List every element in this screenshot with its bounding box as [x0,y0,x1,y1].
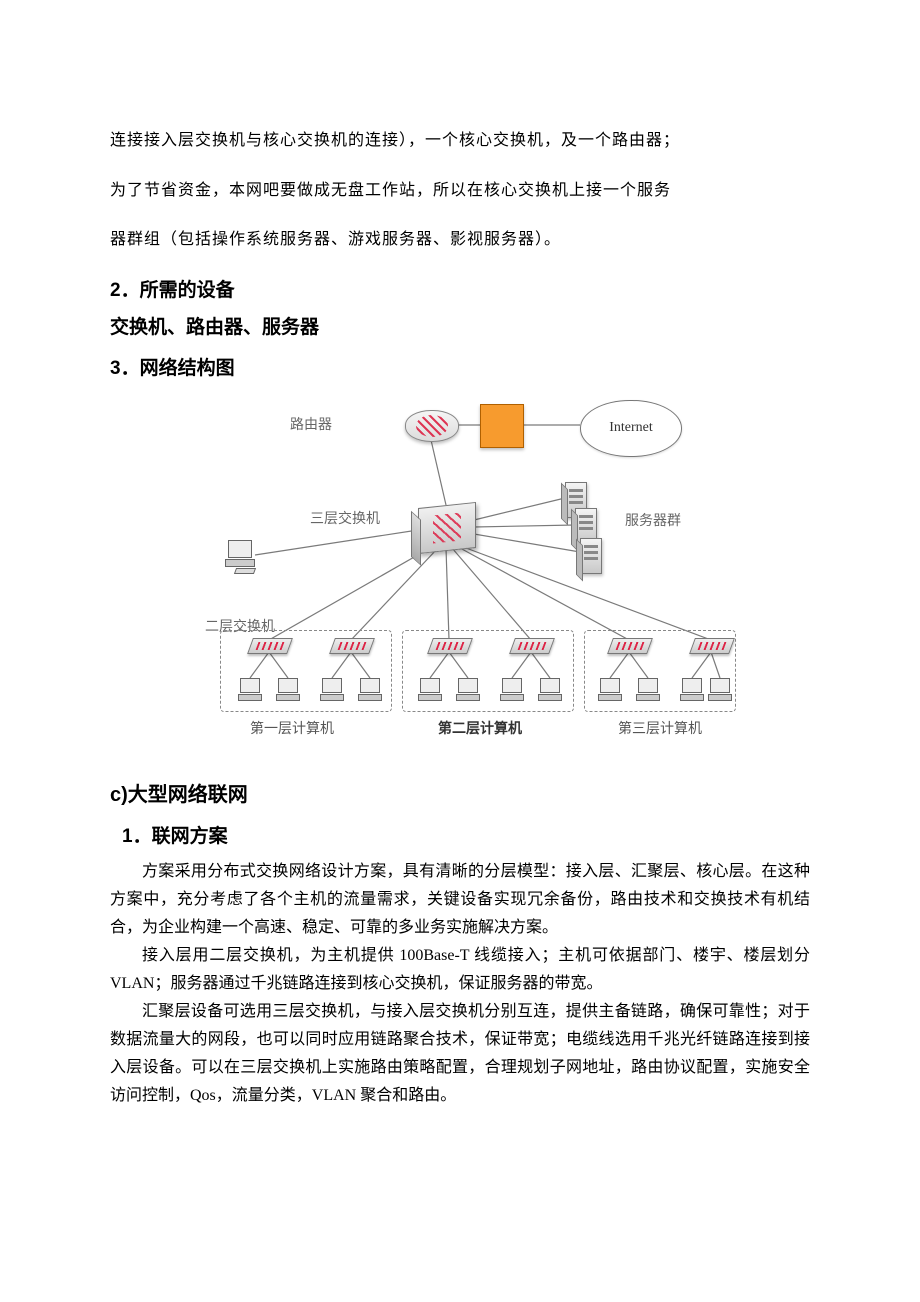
l3-switch-icon [418,502,476,554]
label-tier2: 第二层计算机 [438,718,522,738]
pc-2-4 [538,678,562,700]
l2-switch-2 [329,638,375,654]
l2-switch-6 [689,638,735,654]
network-diagram: 路由器 Internet 三层交换机 服务器群 二层交换机 [180,390,740,760]
pc-3-1 [598,678,622,700]
mgmt-pc-icon [225,540,255,566]
label-router: 路由器 [290,414,332,434]
heading-diagram: 3．网络结构图 [110,353,810,380]
intro-line-1: 连接接入层交换机与核心交换机的连接），一个核心交换机，及一个路由器； [110,120,810,162]
document-page: 连接接入层交换机与核心交换机的连接），一个核心交换机，及一个路由器； 为了节省资… [0,0,920,1302]
label-servers: 服务器群 [625,510,681,530]
pc-1-1 [238,678,262,700]
l2-switch-3 [427,638,473,654]
pc-2-2 [456,678,480,700]
heading-plan: 1．联网方案 [122,821,810,848]
plan-para-2: 接入层用二层交换机，为主机提供 100Base-T 线缆接入；主机可依据部门、楼… [110,942,810,998]
label-tier1: 第一层计算机 [250,718,334,738]
l2-switch-1 [247,638,293,654]
pc-1-3 [320,678,344,700]
plan-para-1: 方案采用分布式交换网络设计方案，具有清晰的分层模型：接入层、汇聚层、核心层。在这… [110,858,810,942]
router-icon [405,410,459,442]
l2-switch-5 [607,638,653,654]
pc-3-2 [636,678,660,700]
heading-section-c: c)大型网络联网 [110,778,810,807]
equipment-list: 交换机、路由器、服务器 [110,312,810,339]
server-icon-3 [580,538,602,574]
pc-3-3 [680,678,704,700]
internet-cloud: Internet [580,400,682,457]
pc-1-2 [276,678,300,700]
intro-line-2: 为了节省资金，本网吧要做成无盘工作站，所以在核心交换机上接一个服务 [110,170,810,212]
firewall-icon [480,404,524,448]
pc-1-4 [358,678,382,700]
plan-para-3: 汇聚层设备可选用三层交换机，与接入层交换机分别互连，提供主备链路，确保可靠性；对… [110,998,810,1110]
heading-equipment: 2．所需的设备 [110,275,810,302]
pc-2-3 [500,678,524,700]
pc-3-4 [708,678,732,700]
label-tier3: 第三层计算机 [618,718,702,738]
pc-2-1 [418,678,442,700]
label-l3switch: 三层交换机 [310,508,380,528]
l2-switch-4 [509,638,555,654]
intro-line-3: 器群组（包括操作系统服务器、游戏服务器、影视服务器）。 [110,219,810,261]
